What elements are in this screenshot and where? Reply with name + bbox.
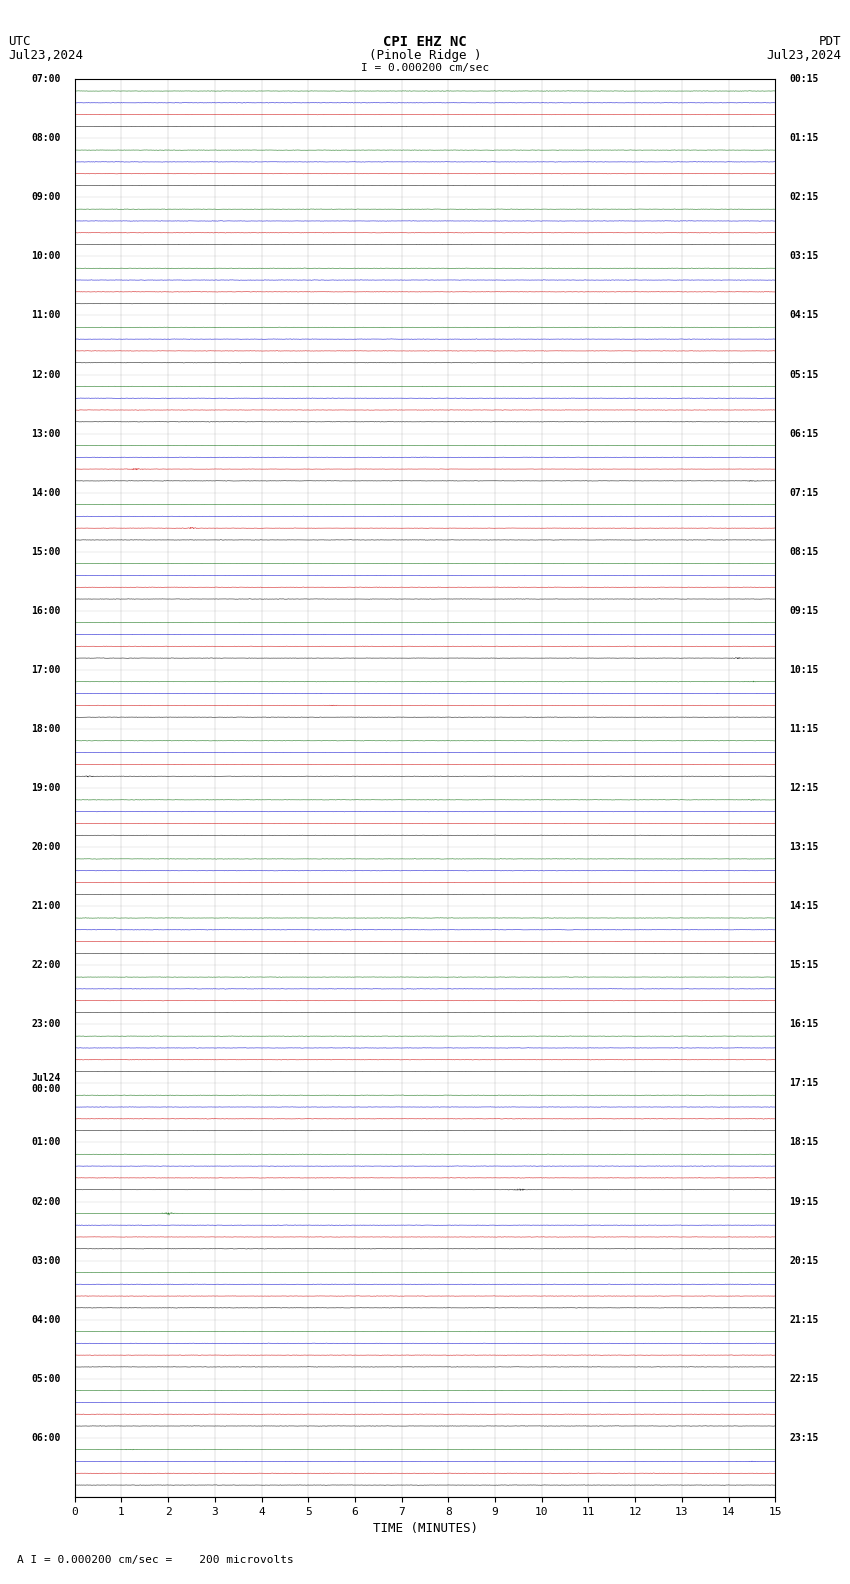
Text: 17:15: 17:15 (789, 1079, 819, 1088)
Text: 16:15: 16:15 (789, 1020, 819, 1030)
Text: 23:00: 23:00 (31, 1020, 61, 1030)
Text: 06:15: 06:15 (789, 429, 819, 439)
Text: 13:00: 13:00 (31, 429, 61, 439)
Text: 02:00: 02:00 (31, 1196, 61, 1207)
Text: I = 0.000200 cm/sec: I = 0.000200 cm/sec (361, 63, 489, 73)
Text: 03:15: 03:15 (789, 252, 819, 261)
Text: 04:15: 04:15 (789, 310, 819, 320)
Text: 14:00: 14:00 (31, 488, 61, 497)
X-axis label: TIME (MINUTES): TIME (MINUTES) (372, 1522, 478, 1535)
Text: 14:15: 14:15 (789, 901, 819, 911)
Text: 01:15: 01:15 (789, 133, 819, 143)
Text: Jul23,2024: Jul23,2024 (8, 49, 83, 62)
Text: 06:00: 06:00 (31, 1434, 61, 1443)
Text: Jul23,2024: Jul23,2024 (767, 49, 842, 62)
Text: 10:00: 10:00 (31, 252, 61, 261)
Text: 07:00: 07:00 (31, 74, 61, 84)
Text: (Pinole Ridge ): (Pinole Ridge ) (369, 49, 481, 62)
Text: 23:15: 23:15 (789, 1434, 819, 1443)
Text: UTC: UTC (8, 35, 31, 48)
Text: 09:00: 09:00 (31, 192, 61, 203)
Text: 02:15: 02:15 (789, 192, 819, 203)
Text: 07:15: 07:15 (789, 488, 819, 497)
Text: PDT: PDT (819, 35, 842, 48)
Text: 09:15: 09:15 (789, 605, 819, 616)
Text: 15:15: 15:15 (789, 960, 819, 971)
Text: 01:00: 01:00 (31, 1137, 61, 1147)
Text: A I = 0.000200 cm/sec =    200 microvolts: A I = 0.000200 cm/sec = 200 microvolts (17, 1555, 294, 1565)
Text: 10:15: 10:15 (789, 665, 819, 675)
Text: CPI EHZ NC: CPI EHZ NC (383, 35, 467, 49)
Text: Jul24
00:00: Jul24 00:00 (31, 1072, 61, 1095)
Text: 19:00: 19:00 (31, 782, 61, 794)
Text: 08:00: 08:00 (31, 133, 61, 143)
Text: 00:15: 00:15 (789, 74, 819, 84)
Text: 11:15: 11:15 (789, 724, 819, 733)
Text: 16:00: 16:00 (31, 605, 61, 616)
Text: 15:00: 15:00 (31, 546, 61, 556)
Text: 19:15: 19:15 (789, 1196, 819, 1207)
Text: 12:00: 12:00 (31, 369, 61, 380)
Text: 04:00: 04:00 (31, 1315, 61, 1324)
Text: 05:00: 05:00 (31, 1373, 61, 1384)
Text: 11:00: 11:00 (31, 310, 61, 320)
Text: 12:15: 12:15 (789, 782, 819, 794)
Text: 22:15: 22:15 (789, 1373, 819, 1384)
Text: 03:00: 03:00 (31, 1256, 61, 1266)
Text: 17:00: 17:00 (31, 665, 61, 675)
Text: 21:00: 21:00 (31, 901, 61, 911)
Text: 13:15: 13:15 (789, 843, 819, 852)
Text: 21:15: 21:15 (789, 1315, 819, 1324)
Text: 05:15: 05:15 (789, 369, 819, 380)
Text: 18:15: 18:15 (789, 1137, 819, 1147)
Text: 18:00: 18:00 (31, 724, 61, 733)
Text: 20:15: 20:15 (789, 1256, 819, 1266)
Text: 22:00: 22:00 (31, 960, 61, 971)
Text: 20:00: 20:00 (31, 843, 61, 852)
Text: 08:15: 08:15 (789, 546, 819, 556)
